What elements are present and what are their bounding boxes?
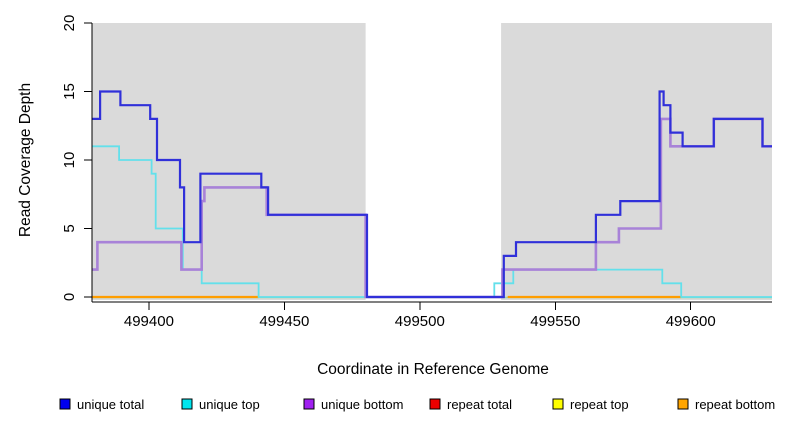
y-tick-label: 0 xyxy=(61,293,78,301)
legend-label-unique-top: unique top xyxy=(199,397,260,412)
y-axis-label: Read Coverage Depth xyxy=(17,83,34,237)
legend-swatch-repeat-bottom xyxy=(677,398,689,410)
legend-label-repeat-top: repeat top xyxy=(570,397,629,412)
x-tick-label: 499450 xyxy=(259,313,309,330)
legend-label-repeat-total: repeat total xyxy=(447,397,512,412)
legend-label-repeat-bottom: repeat bottom xyxy=(695,397,775,412)
x-tick-label: 499500 xyxy=(395,313,445,330)
series-unique-total-line xyxy=(92,90,772,299)
series-unique-top-line xyxy=(92,145,772,298)
chart-paint-layer: 499400 499450 499500 499550 499600 0 5 10 15 20 un… xyxy=(59,15,775,412)
x-tick-label: 499550 xyxy=(530,313,580,330)
y-tick-label: 10 xyxy=(61,152,78,169)
legend-swatch-unique-bottom xyxy=(303,398,315,410)
legend-swatch-repeat-total xyxy=(429,398,441,410)
y-tick-label: 20 xyxy=(61,15,78,32)
legend-swatch-unique-total xyxy=(59,398,71,410)
legend-swatch-repeat-top xyxy=(552,398,564,410)
legend-swatch-unique-top xyxy=(181,398,193,410)
x-tick-label: 499600 xyxy=(666,313,716,330)
y-tick-label: 15 xyxy=(61,83,78,100)
y-tick-label: 5 xyxy=(61,224,78,232)
coverage-gap-band xyxy=(365,23,502,300)
x-tick-label: 499400 xyxy=(124,313,174,330)
x-axis-label: Coordinate in Reference Genome xyxy=(317,361,549,378)
legend-label-unique-total: unique total xyxy=(77,397,144,412)
legend-label-unique-bottom: unique bottom xyxy=(321,397,403,412)
